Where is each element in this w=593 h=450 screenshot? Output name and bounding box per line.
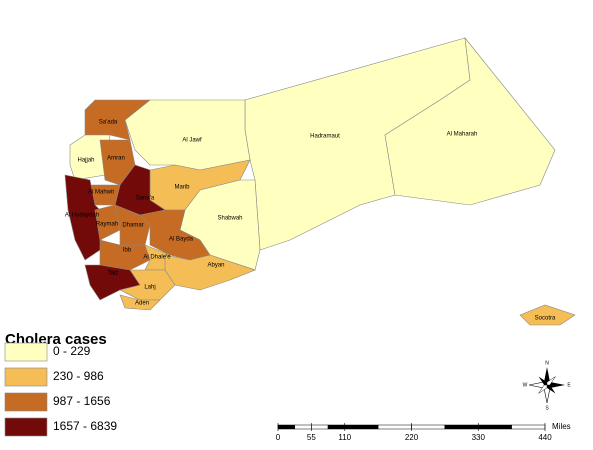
region-label: Raymah bbox=[96, 222, 118, 228]
legend-swatch bbox=[4, 367, 48, 387]
region-label: Marib bbox=[174, 185, 190, 191]
compass-s: S bbox=[545, 405, 549, 411]
scale-label: 110 bbox=[338, 433, 351, 442]
region-label: Abyan bbox=[207, 263, 224, 269]
scale-segment bbox=[511, 424, 546, 430]
legend-label: 0 - 229 bbox=[53, 344, 91, 358]
compass-n: N bbox=[545, 360, 549, 366]
region-label: Lahj bbox=[144, 285, 155, 291]
scale-label: 220 bbox=[405, 433, 419, 442]
region-label: Hadramaut bbox=[310, 134, 340, 140]
scale-segment bbox=[478, 424, 512, 430]
regions bbox=[64, 36, 576, 326]
scale-segment bbox=[377, 424, 412, 430]
scale-label: 0 bbox=[276, 433, 281, 442]
scale-segment bbox=[327, 424, 345, 430]
region-labels: Hadramaut Al Maharah Al Jawf Sa'ada Hajjah Am… bbox=[65, 120, 556, 322]
region-label: Dhamar bbox=[122, 223, 143, 229]
scale-label: 440 bbox=[538, 433, 552, 442]
region bbox=[164, 254, 256, 291]
scale-label: 330 bbox=[472, 433, 486, 442]
compass: N S E W bbox=[523, 360, 572, 411]
legend-swatch bbox=[4, 392, 48, 412]
region-label: Al Jawf bbox=[182, 138, 202, 144]
scale-segment bbox=[277, 424, 295, 430]
legend-swatch bbox=[4, 342, 48, 362]
scale-segment bbox=[411, 424, 446, 430]
region bbox=[124, 99, 251, 171]
region-label: Al Hudaydah bbox=[65, 213, 99, 219]
region-label: Sa'ada bbox=[99, 120, 118, 126]
legend-label: 987 - 1656 bbox=[53, 394, 111, 408]
region-label: Taiz bbox=[108, 271, 119, 277]
region-label: Amran bbox=[107, 156, 125, 162]
region-label: Al Dhale'e bbox=[143, 255, 171, 261]
region-label: Socotra bbox=[535, 316, 556, 322]
region-label: Al Bayda bbox=[169, 237, 194, 243]
scale-segment bbox=[344, 424, 379, 430]
region-label: Shabwah bbox=[217, 216, 242, 222]
region-label: Hajjah bbox=[77, 158, 94, 164]
scale-segment bbox=[311, 424, 329, 430]
legend-swatch bbox=[4, 417, 48, 437]
scale-segment bbox=[444, 424, 479, 430]
region-label: Aden bbox=[135, 301, 149, 307]
compass-e: E bbox=[567, 382, 571, 388]
region-label: Al Mahwit bbox=[88, 190, 114, 196]
region-label: Sana'a bbox=[136, 196, 155, 202]
scale-segment bbox=[294, 424, 312, 430]
region bbox=[119, 294, 161, 311]
compass-w: W bbox=[523, 382, 528, 388]
scale-label: 55 bbox=[307, 433, 316, 442]
region-label: Al Maharah bbox=[447, 132, 478, 138]
scale-unit: Miles bbox=[552, 422, 571, 431]
region-label: Ibb bbox=[123, 248, 132, 254]
legend-label: 1657 - 6839 bbox=[53, 419, 117, 433]
region bbox=[519, 304, 576, 326]
legend-label: 230 - 986 bbox=[53, 369, 104, 383]
region bbox=[384, 36, 556, 206]
